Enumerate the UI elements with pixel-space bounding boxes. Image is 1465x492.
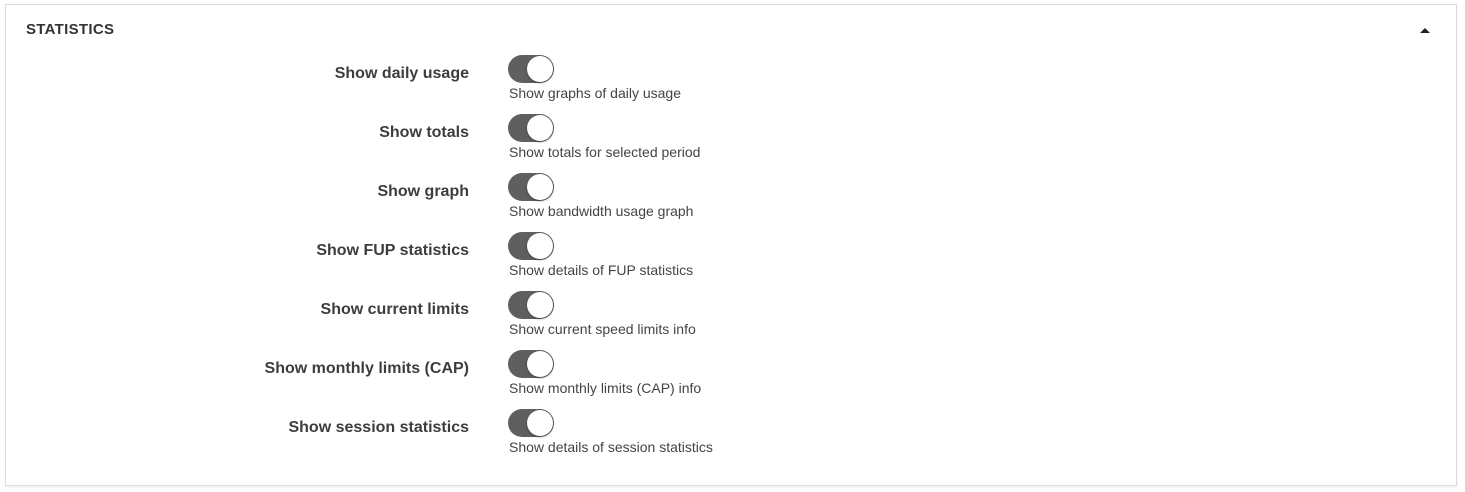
setting-row-daily-usage: Show daily usage Show graphs of daily us… <box>6 55 1456 105</box>
setting-row-current-limits: Show current limits Show current speed l… <box>6 291 1456 341</box>
toggle-knob <box>527 115 553 141</box>
caret-up-icon <box>1420 28 1430 33</box>
toggle-knob <box>527 292 553 318</box>
fup-statistics-toggle[interactable] <box>508 232 554 260</box>
setting-row-graph: Show graph Show bandwidth usage graph <box>6 173 1456 223</box>
setting-help-text: Show details of session statistics <box>509 439 713 455</box>
setting-label: Show FUP statistics <box>316 242 469 259</box>
toggle-knob <box>527 233 553 259</box>
setting-help-text: Show monthly limits (CAP) info <box>509 380 702 396</box>
setting-label: Show monthly limits (CAP) <box>264 360 469 377</box>
collapse-button[interactable] <box>1418 25 1432 35</box>
setting-help-text: Show totals for selected period <box>509 144 701 160</box>
setting-label: Show graph <box>377 183 469 200</box>
setting-label: Show daily usage <box>334 65 469 82</box>
statistics-panel: STATISTICS Show daily usage Show graphs … <box>5 4 1457 486</box>
toggle-knob <box>527 410 553 436</box>
toggle-knob <box>527 56 553 82</box>
graph-toggle[interactable] <box>508 173 554 201</box>
daily-usage-toggle[interactable] <box>508 55 554 83</box>
session-statistics-toggle[interactable] <box>508 409 554 437</box>
current-limits-toggle[interactable] <box>508 291 554 319</box>
setting-label: Show current limits <box>320 301 469 318</box>
setting-row-totals: Show totals Show totals for selected per… <box>6 114 1456 164</box>
setting-help-text: Show graphs of daily usage <box>509 85 681 101</box>
setting-help-text: Show bandwidth usage graph <box>509 203 694 219</box>
setting-row-session-statistics: Show session statistics Show details of … <box>6 409 1456 459</box>
monthly-limits-toggle[interactable] <box>508 350 554 378</box>
setting-row-monthly-limits: Show monthly limits (CAP) Show monthly l… <box>6 350 1456 400</box>
totals-toggle[interactable] <box>508 114 554 142</box>
setting-label: Show session statistics <box>288 419 469 436</box>
setting-label: Show totals <box>379 124 469 141</box>
setting-row-fup-statistics: Show FUP statistics Show details of FUP … <box>6 232 1456 282</box>
panel-title: STATISTICS <box>26 21 115 38</box>
setting-help-text: Show current speed limits info <box>509 321 696 337</box>
panel-header[interactable]: STATISTICS <box>6 5 1456 53</box>
toggle-knob <box>527 174 553 200</box>
setting-help-text: Show details of FUP statistics <box>509 262 694 278</box>
toggle-knob <box>527 351 553 377</box>
